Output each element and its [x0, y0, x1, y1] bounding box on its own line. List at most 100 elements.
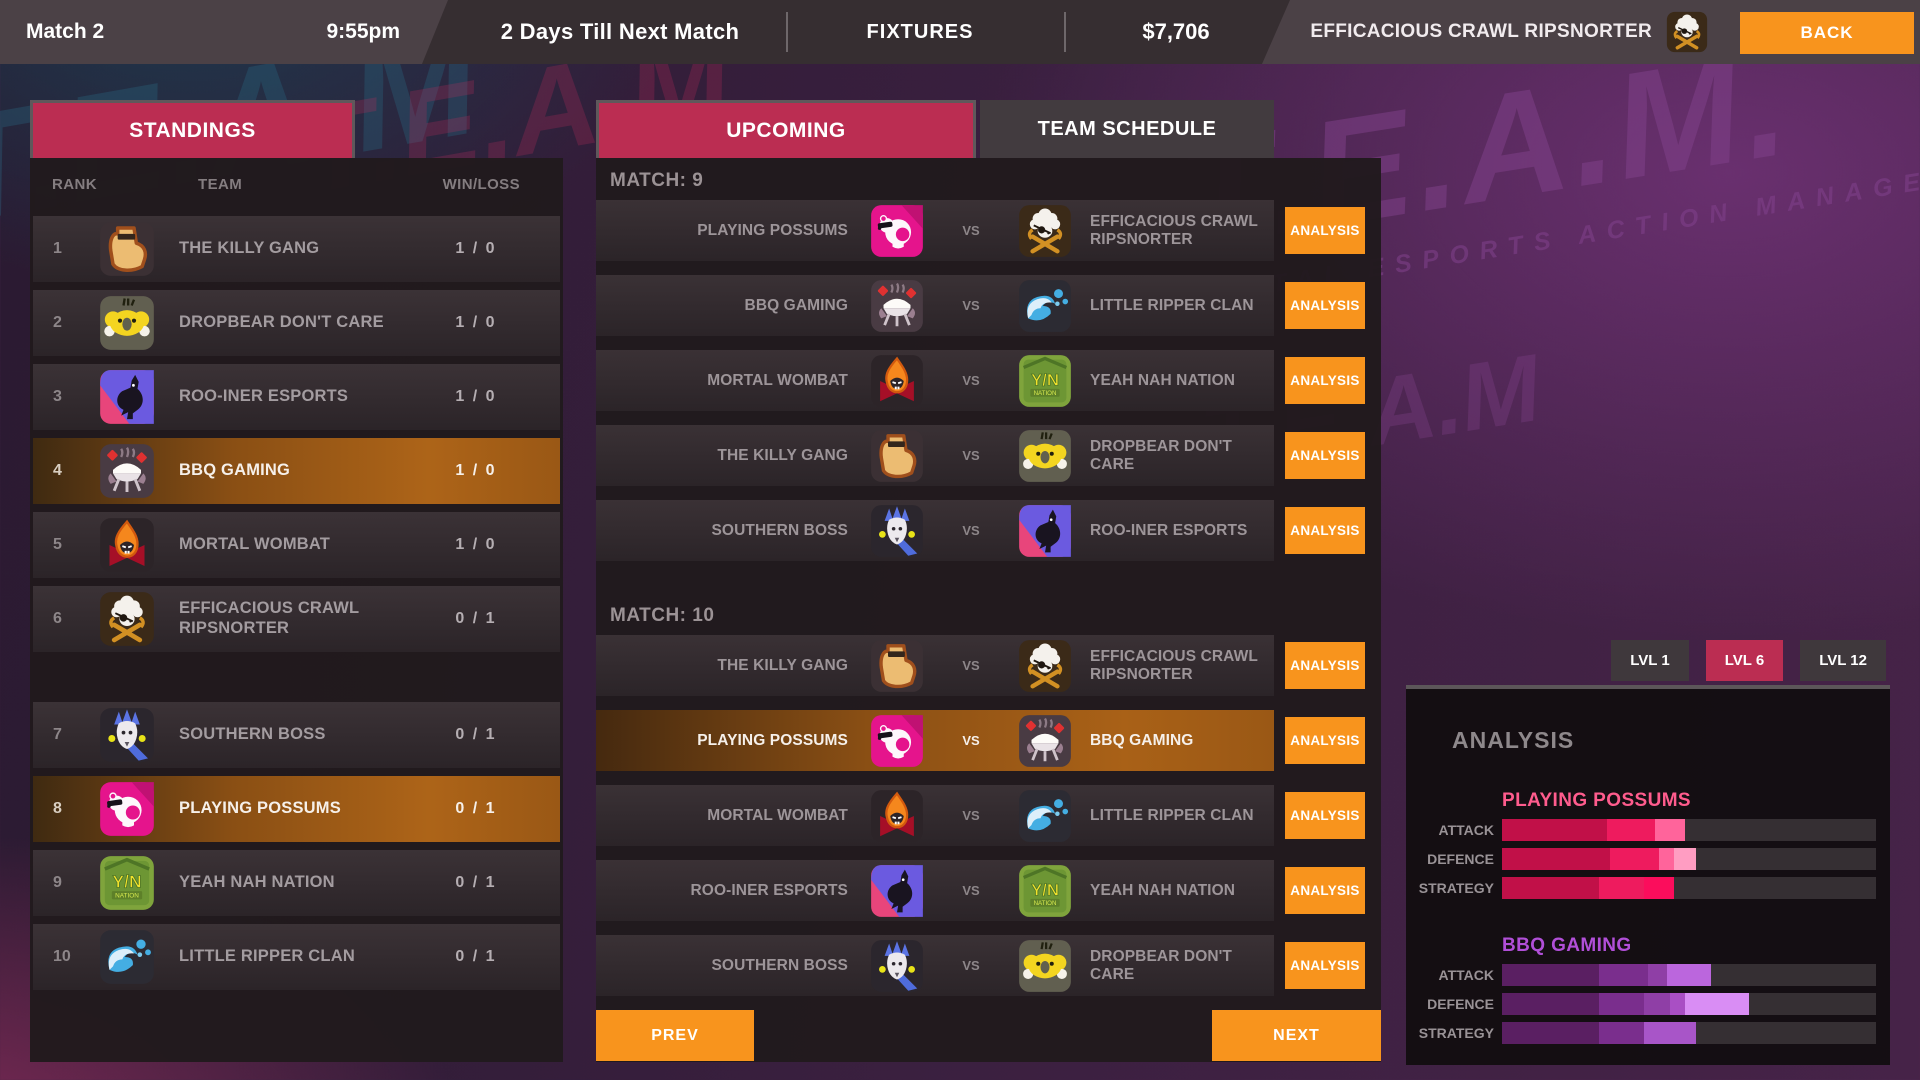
winloss-value: 1 / 0	[455, 462, 497, 479]
analysis-button[interactable]: ANALYSIS	[1285, 717, 1365, 764]
svg-text:NATION: NATION	[1034, 900, 1057, 907]
winloss-value: 0 / 1	[455, 800, 497, 817]
analysis-button[interactable]: ANALYSIS	[1285, 432, 1365, 479]
vs-label: VS	[962, 658, 980, 673]
fixtures-list: MATCH: 9 PLAYING POSSUMS VS EFFICACIOUS …	[596, 158, 1381, 1062]
fixture-row[interactable]: SOUTHERN BOSS VS ROO-INER ESPORTS	[596, 500, 1274, 561]
tab-lvl-6[interactable]: LVL 6	[1705, 640, 1784, 681]
little-ripper-clan-icon	[100, 930, 154, 984]
back-button[interactable]: BACK	[1740, 12, 1914, 54]
standings-row[interactable]: 6 EFFICACIOUS CRAWL RIPSNORTER 0 / 1	[33, 586, 560, 652]
rank-value: 7	[53, 726, 62, 743]
away-team-name: BBQ GAMING	[1090, 731, 1194, 749]
roo-iner-esports-icon	[1018, 504, 1072, 558]
southern-boss-icon	[99, 707, 155, 763]
stat-bar-track	[1502, 964, 1876, 986]
stat-row: STRATEGY	[1406, 1022, 1876, 1044]
home-team-name: SOUTHERN BOSS	[711, 521, 848, 539]
prev-button[interactable]: PREV	[596, 1010, 754, 1061]
standings-row[interactable]: 8 PLAYING POSSUMS 0 / 1	[33, 776, 560, 842]
bbq-gaming-icon	[1018, 714, 1072, 768]
tab-upcoming[interactable]: UPCOMING	[596, 100, 976, 158]
analysis-stat-rows: ATTACK DEFENCE STRATEGY	[1406, 819, 1876, 899]
southern-boss-icon	[870, 504, 924, 558]
top-bar: Match 2 9:55pm 2 Days Till Next Match FI…	[0, 0, 1920, 64]
analysis-button[interactable]: ANALYSIS	[1285, 792, 1365, 839]
fixture-row[interactable]: ROO-INER ESPORTS VS Y/N NATION YEAH NAH N…	[596, 860, 1274, 921]
stat-bar-segment	[1670, 993, 1686, 1015]
rank-value: 3	[53, 388, 62, 405]
stat-bar-segment	[1599, 1022, 1645, 1044]
stat-row: ATTACK	[1406, 819, 1876, 841]
stat-bar-track	[1502, 1022, 1876, 1044]
tab-team-schedule[interactable]: TEAM SCHEDULE	[980, 100, 1274, 158]
top-bar-divider	[786, 12, 788, 52]
fixture-row[interactable]: THE KILLY GANG VS EFFICACIOUS CRAWL RIPS…	[596, 635, 1274, 696]
the-killy-gang-icon	[870, 639, 924, 693]
fixture-line: BBQ GAMING VS LITTLE RIPPER CLAN ANALYSI…	[596, 275, 1381, 336]
standings-row[interactable]: 7 SOUTHERN BOSS 0 / 1	[33, 702, 560, 768]
stat-bar-segment	[1502, 1022, 1600, 1044]
efficacious-crawl-ripsnorter-icon	[1666, 11, 1708, 53]
away-team-name: EFFICACIOUS CRAWL RIPSNORTER	[1090, 647, 1258, 683]
standings-row[interactable]: 9 Y/N NATION YEAH NAH NATION 0 / 1	[33, 850, 560, 916]
little-ripper-clan-icon	[1018, 789, 1072, 843]
standings-row[interactable]: 10 LITTLE RIPPER CLAN 0 / 1	[33, 924, 560, 990]
analysis-button[interactable]: ANALYSIS	[1285, 642, 1365, 689]
vs-label: VS	[962, 523, 980, 538]
fixture-row[interactable]: PLAYING POSSUMS VS EFFICACIOUS CRAWL RIP…	[596, 200, 1274, 261]
page-title: FIXTURES	[866, 20, 974, 43]
roo-iner-esports-icon	[100, 370, 154, 424]
fixture-row[interactable]: SOUTHERN BOSS VS DROPBEAR DON'T CARE	[596, 935, 1274, 996]
rank-value: 4	[53, 462, 62, 479]
fixture-row[interactable]: PLAYING POSSUMS VS BBQ GAMING	[596, 710, 1274, 771]
fixture-row[interactable]: MORTAL WOMBAT VS LITTLE RIPPER CLAN	[596, 785, 1274, 846]
efficacious-crawl-ripsnorter-icon	[99, 591, 155, 647]
analysis-button[interactable]: ANALYSIS	[1285, 282, 1365, 329]
dropbear-dont-care-icon	[1019, 429, 1071, 482]
roo-iner-esports-icon	[871, 864, 923, 917]
analysis-button[interactable]: ANALYSIS	[1285, 867, 1365, 914]
tab-lvl-1[interactable]: LVL 1	[1611, 640, 1689, 681]
standings-row[interactable]: 3 ROO-INER ESPORTS 1 / 0	[33, 364, 560, 430]
standings-row[interactable]: 1 THE KILLY GANG 1 / 0	[33, 216, 560, 282]
fixture-line: MORTAL WOMBAT VS LITTLE RIPPER CLAN ANAL…	[596, 785, 1381, 846]
tab-standings[interactable]: STANDINGS	[30, 100, 355, 158]
standings-row[interactable]: 5 MORTAL WOMBAT 1 / 0	[33, 512, 560, 578]
fixture-line: PLAYING POSSUMS VS EFFICACIOUS CRAWL RIP…	[596, 200, 1381, 261]
standings-row[interactable]: 4 BBQ GAMING 1 / 0	[33, 438, 560, 504]
rank-value: 6	[53, 610, 62, 627]
stat-bar-track	[1502, 819, 1876, 841]
tab-lvl-12[interactable]: LVL 12	[1800, 640, 1886, 681]
playing-possums-icon	[99, 781, 155, 837]
playing-possums-icon	[871, 204, 923, 257]
vs-label: VS	[962, 958, 980, 973]
bbq-gaming-icon	[99, 443, 155, 499]
standings-row[interactable]: 2 DROPBEAR DON'T CARE 1 / 0	[33, 290, 560, 356]
fixture-row[interactable]: THE KILLY GANG VS DROPBEAR DON'T CARE	[596, 425, 1274, 486]
fixtures-panel: UPCOMING TEAM SCHEDULE MATCH: 9 PLAYING …	[596, 100, 1381, 1062]
fixture-row[interactable]: BBQ GAMING VS LITTLE RIPPER CLAN	[596, 275, 1274, 336]
analysis-button[interactable]: ANALYSIS	[1285, 507, 1365, 554]
analysis-button[interactable]: ANALYSIS	[1285, 942, 1365, 989]
analysis-button[interactable]: ANALYSIS	[1285, 207, 1365, 254]
little-ripper-clan-icon	[99, 929, 155, 985]
next-button[interactable]: NEXT	[1212, 1010, 1381, 1061]
winloss-value: 1 / 0	[455, 314, 497, 331]
fixture-line: THE KILLY GANG VS EFFICACIOUS CRAWL RIPS…	[596, 635, 1381, 696]
southern-boss-icon	[870, 939, 924, 993]
roo-iner-esports-icon	[99, 369, 155, 425]
stat-label: ATTACK	[1438, 822, 1494, 838]
fixture-row[interactable]: MORTAL WOMBAT VS Y/N NATION YEAH NAH NATI…	[596, 350, 1274, 411]
analysis-button[interactable]: ANALYSIS	[1285, 357, 1365, 404]
away-team-name: DROPBEAR DON'T CARE	[1090, 437, 1233, 473]
rank-value: 8	[53, 800, 62, 817]
away-team-name: DROPBEAR DON'T CARE	[1090, 947, 1233, 983]
standings-table: RANK TEAM WIN/LOSS 1 THE KILLY GANG 1 / …	[30, 158, 563, 1062]
dropbear-dont-care-icon	[1019, 939, 1071, 992]
svg-text:Y/N: Y/N	[1031, 370, 1059, 389]
bbq-gaming-icon	[871, 279, 923, 332]
